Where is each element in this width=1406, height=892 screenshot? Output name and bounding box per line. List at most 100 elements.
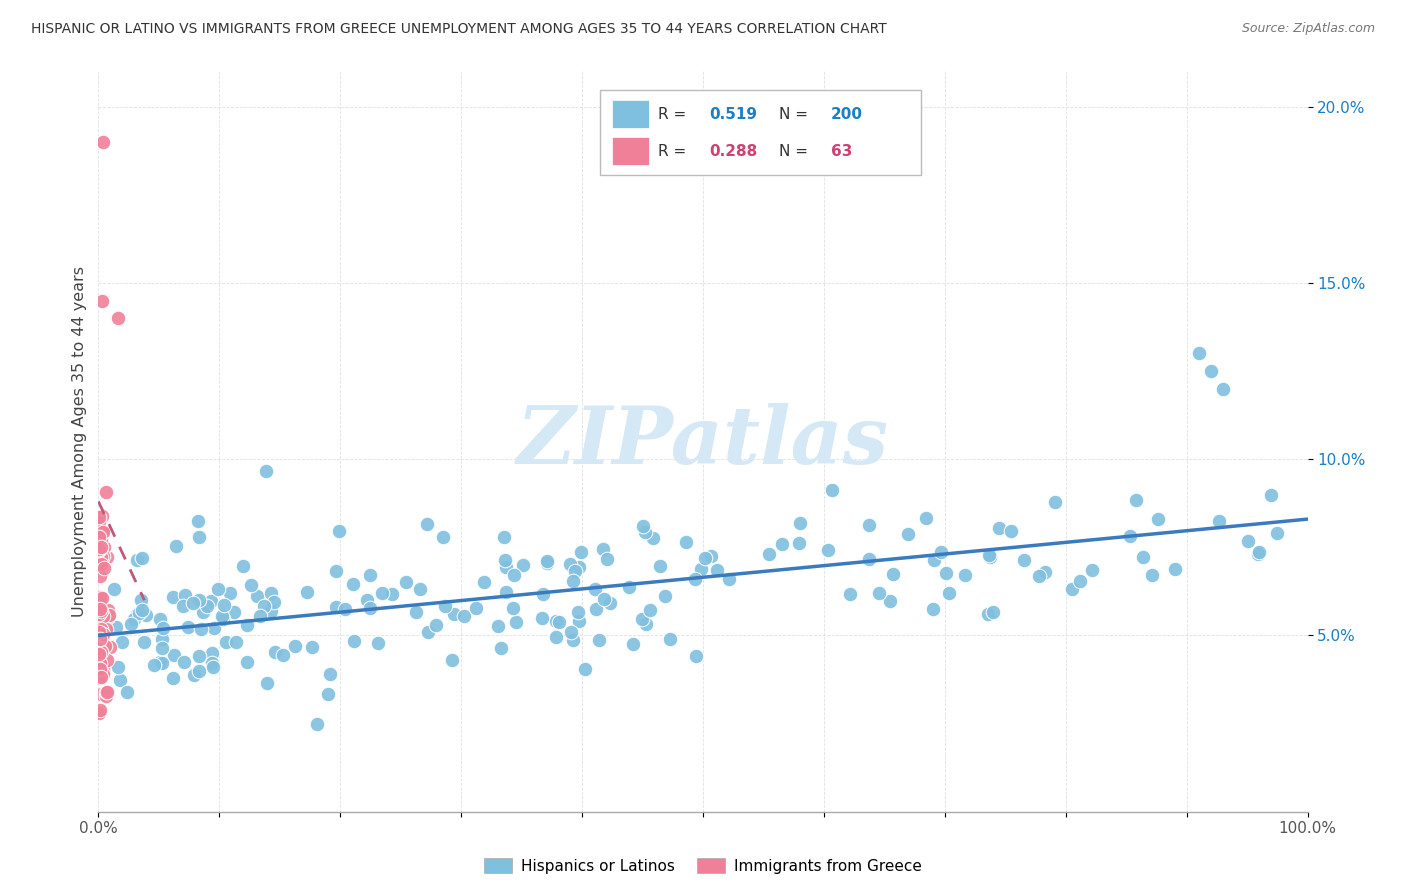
Point	[256, 676, 278, 690]
Point	[567, 605, 589, 619]
Point	[201, 657, 224, 671]
Point	[263, 645, 285, 659]
Point	[97, 609, 120, 624]
Point	[868, 586, 890, 600]
Point	[187, 664, 209, 678]
Point	[1199, 364, 1222, 378]
Point	[1060, 582, 1083, 597]
Point	[650, 559, 672, 574]
Point	[1014, 553, 1036, 567]
Point	[641, 531, 664, 545]
Point	[325, 600, 347, 615]
Point	[434, 599, 457, 613]
Point	[1208, 515, 1230, 529]
Point	[89, 653, 111, 667]
Point	[105, 620, 128, 634]
Point	[569, 545, 592, 559]
Point	[1119, 529, 1142, 543]
Point	[110, 635, 132, 649]
Point	[260, 585, 283, 599]
Point	[188, 530, 211, 544]
Point	[134, 634, 156, 648]
Point	[98, 640, 121, 654]
Point	[929, 545, 952, 559]
Point	[1212, 382, 1234, 396]
Point	[915, 511, 938, 525]
Point	[90, 670, 112, 684]
Point	[90, 550, 112, 565]
Point	[89, 602, 111, 616]
Point	[685, 572, 707, 586]
Point	[91, 135, 114, 149]
Point	[90, 591, 112, 605]
Point	[90, 645, 112, 659]
Point	[91, 666, 114, 681]
Point	[654, 589, 676, 603]
Point	[89, 590, 111, 604]
Point	[1249, 545, 1271, 559]
Point	[879, 594, 901, 608]
Point	[150, 641, 173, 656]
Text: 0.288: 0.288	[709, 144, 758, 159]
Point	[343, 634, 366, 648]
Point	[979, 549, 1001, 564]
Point	[547, 615, 569, 629]
Point	[207, 582, 229, 597]
Point	[125, 552, 148, 566]
Point	[1000, 524, 1022, 539]
Point	[858, 518, 880, 533]
Point	[621, 637, 644, 651]
Point	[107, 660, 129, 674]
Point	[91, 525, 114, 540]
Point	[260, 604, 283, 618]
Point	[693, 551, 716, 566]
Point	[96, 653, 118, 667]
Point	[922, 602, 945, 616]
Point	[91, 293, 114, 308]
Point	[94, 622, 117, 636]
Point	[273, 648, 295, 663]
Point	[617, 580, 640, 594]
Point	[882, 566, 904, 581]
Point	[758, 547, 780, 561]
Point	[453, 609, 475, 624]
Point	[190, 622, 212, 636]
Point	[342, 576, 364, 591]
Point	[1132, 549, 1154, 564]
Point	[380, 587, 402, 601]
Point	[897, 527, 920, 541]
Point	[162, 671, 184, 685]
Point	[1033, 565, 1056, 579]
Point	[630, 612, 652, 626]
Point	[94, 685, 117, 699]
Point	[87, 652, 110, 666]
Point	[135, 608, 157, 623]
Point	[441, 653, 464, 667]
Point	[633, 524, 655, 539]
Point	[491, 641, 513, 656]
Point	[90, 532, 112, 546]
Point	[91, 662, 114, 676]
Point	[486, 619, 509, 633]
Point	[1140, 568, 1163, 582]
Point	[583, 582, 606, 596]
Point	[87, 541, 110, 556]
Point	[87, 596, 110, 610]
Point	[359, 601, 381, 615]
Point	[240, 577, 263, 591]
Point	[249, 609, 271, 624]
Point	[564, 564, 586, 578]
Point	[568, 559, 591, 574]
Point	[122, 612, 145, 626]
Point	[787, 535, 810, 549]
Point	[981, 605, 1004, 619]
Point	[89, 569, 111, 583]
Text: R =: R =	[658, 144, 692, 159]
Point	[94, 689, 117, 703]
Point	[177, 620, 200, 634]
Text: 0.519: 0.519	[709, 107, 756, 122]
Point	[91, 609, 114, 624]
Point	[90, 617, 112, 632]
Point	[93, 540, 115, 554]
Point	[395, 575, 418, 590]
